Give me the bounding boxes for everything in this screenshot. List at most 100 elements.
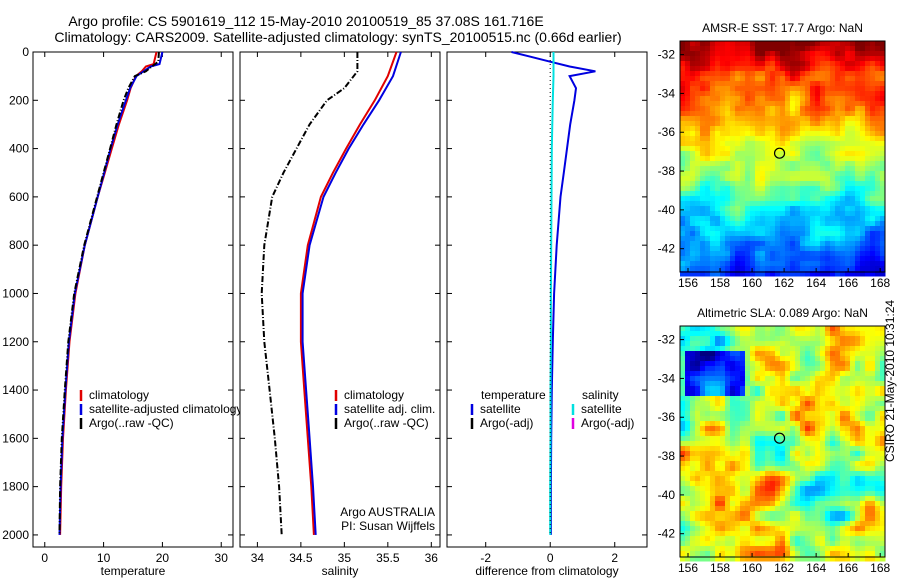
map1-cell — [715, 101, 721, 107]
map1-cell — [815, 246, 821, 252]
map1-cell — [790, 166, 796, 172]
map1-cell — [855, 61, 861, 67]
map2-cell — [705, 436, 711, 442]
map2-cell — [720, 396, 726, 402]
map1-cell — [875, 266, 881, 272]
map2-cell — [740, 461, 746, 467]
map1-cell — [710, 246, 716, 252]
map1-cell — [840, 146, 846, 152]
map2-cell — [740, 451, 746, 457]
map1-cell — [690, 51, 696, 57]
map2-cell — [815, 506, 821, 512]
map1-cell — [720, 121, 726, 127]
map2-cell — [720, 376, 726, 382]
map1-cell — [800, 256, 806, 262]
map2-cell — [715, 391, 721, 397]
profile2-series-1 — [299, 51, 398, 535]
map2-cell — [815, 386, 821, 392]
map1-cell — [840, 51, 846, 57]
map2-cell — [835, 471, 841, 477]
map1-cell — [745, 61, 751, 67]
map2-cell — [680, 446, 686, 452]
map1-cell — [855, 76, 861, 82]
map1-cell — [830, 116, 836, 122]
map1-cell — [755, 86, 761, 92]
map2-cell — [760, 431, 766, 437]
map1-cell — [800, 156, 806, 162]
map2-cell — [850, 436, 856, 442]
map2-cell — [750, 536, 756, 542]
map1-cell — [785, 266, 791, 272]
map1-cell — [715, 41, 721, 47]
map1-xtick-label: 164 — [806, 276, 826, 290]
map2-cell — [830, 431, 836, 437]
map1-cell — [825, 171, 831, 177]
map1-xtick-label: 156 — [678, 276, 698, 290]
map1-cell — [685, 116, 691, 122]
map1-cell — [750, 136, 756, 142]
map2-cell — [715, 361, 721, 367]
map1-cell — [755, 266, 761, 272]
map2-cell — [835, 411, 841, 417]
map2-cell — [820, 416, 826, 422]
map1-cell — [780, 131, 786, 137]
map2-cell — [740, 341, 746, 347]
map1-cell — [790, 191, 796, 197]
map2-cell — [775, 451, 781, 457]
map1-cell — [735, 186, 741, 192]
map1-cell — [805, 156, 811, 162]
map2-cell — [810, 401, 816, 407]
map1-cell — [880, 186, 886, 192]
map2-ytick-label: -34 — [658, 371, 676, 385]
map1-cell — [760, 61, 766, 67]
map1-cell — [740, 216, 746, 222]
map1-cell — [775, 96, 781, 102]
map1-cell — [870, 256, 876, 262]
map2-cell — [700, 501, 706, 507]
map2-cell — [730, 391, 736, 397]
map1-cell — [795, 251, 801, 257]
map2-cell — [805, 376, 811, 382]
map1-cell — [800, 121, 806, 127]
map2-cell — [690, 486, 696, 492]
map2-cell — [695, 476, 701, 482]
map2-cell — [690, 481, 696, 487]
map2-cell — [865, 436, 871, 442]
map1-cell — [730, 116, 736, 122]
map1-cell — [785, 146, 791, 152]
map1-cell — [785, 41, 791, 47]
map2-cell — [860, 461, 866, 467]
map1-cell — [765, 151, 771, 157]
map1-cell — [865, 136, 871, 142]
map2-cell — [860, 421, 866, 427]
map2-cell — [860, 551, 866, 557]
map2-cell — [700, 331, 706, 337]
map2-cell — [845, 431, 851, 437]
map1-cell — [840, 261, 846, 267]
map1-cell — [830, 161, 836, 167]
map1-cell — [820, 271, 826, 277]
map2-cell — [740, 501, 746, 507]
map1-cell — [705, 51, 711, 57]
map1-cell — [775, 131, 781, 137]
map2-cell — [730, 411, 736, 417]
map2-cell — [695, 326, 701, 332]
map2-cell — [850, 336, 856, 342]
figure-title-line2: Climatology: CARS2009. Satellite-adjuste… — [54, 29, 621, 45]
map2-cell — [745, 496, 751, 502]
map2-cell — [705, 421, 711, 427]
map1-cell — [710, 151, 716, 157]
map1-cell — [830, 231, 836, 237]
map2-cell — [810, 366, 816, 372]
map1-cell — [830, 206, 836, 212]
map1-cell — [865, 81, 871, 87]
map2-cell — [765, 486, 771, 492]
map1-cell — [775, 156, 781, 162]
map1-cell — [735, 76, 741, 82]
map2-cell — [765, 326, 771, 332]
map2-cell — [690, 416, 696, 422]
map2-cell — [755, 486, 761, 492]
map2-xtick-label: 164 — [806, 561, 826, 575]
map2-cell — [720, 511, 726, 517]
map2-cell — [840, 521, 846, 527]
